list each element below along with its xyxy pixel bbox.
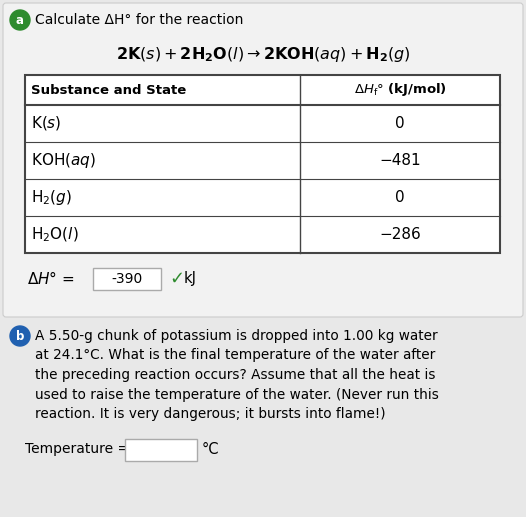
Text: $\mathrm{K}(\mathit{s})$: $\mathrm{K}(\mathit{s})$: [31, 114, 62, 132]
Text: A 5.50-g chunk of potassium is dropped into 1.00 kg water: A 5.50-g chunk of potassium is dropped i…: [35, 329, 438, 343]
Text: °C: °C: [202, 442, 219, 457]
Bar: [125, 438, 197, 461]
Text: 0: 0: [395, 190, 405, 205]
Text: $\mathrm{H_2O}(\mathit{l})$: $\mathrm{H_2O}(\mathit{l})$: [31, 225, 78, 244]
Text: Temperature =: Temperature =: [25, 443, 129, 457]
Circle shape: [10, 326, 30, 346]
FancyBboxPatch shape: [3, 3, 523, 317]
Text: −286: −286: [379, 227, 421, 242]
Text: $\mathrm{KOH}(\mathit{aq})$: $\mathrm{KOH}(\mathit{aq})$: [31, 151, 96, 170]
Text: ✓: ✓: [169, 270, 184, 288]
Text: b: b: [16, 329, 24, 342]
Bar: [93, 268, 161, 290]
Text: $\mathbf{2K}(\mathit{s})+\mathbf{2H_2O}(\mathit{l})\rightarrow\mathbf{2KOH}(\mat: $\mathbf{2K}(\mathit{s})+\mathbf{2H_2O}(…: [116, 45, 410, 65]
Text: -390: -390: [112, 272, 143, 286]
Text: $\Delta H_\mathrm{f}°\ \mathregular{(kJ/mol)}$: $\Delta H_\mathrm{f}°\ \mathregular{(kJ/…: [353, 82, 447, 99]
Text: −481: −481: [379, 153, 421, 168]
Text: 0: 0: [395, 116, 405, 131]
Text: used to raise the temperature of the water. (Never run this: used to raise the temperature of the wat…: [35, 388, 439, 402]
Bar: [25, 75, 500, 253]
Text: Substance and State: Substance and State: [31, 84, 186, 97]
Bar: [25, 75, 500, 253]
Text: $\Delta H°\,=$: $\Delta H°\,=$: [27, 270, 75, 287]
Text: at 24.1°C. What is the final temperature of the water after: at 24.1°C. What is the final temperature…: [35, 348, 435, 362]
Text: reaction. It is very dangerous; it bursts into flame!): reaction. It is very dangerous; it burst…: [35, 407, 386, 421]
Text: Calculate ΔH° for the reaction: Calculate ΔH° for the reaction: [35, 13, 244, 27]
Text: kJ: kJ: [184, 271, 197, 286]
Circle shape: [10, 10, 30, 30]
Text: a: a: [16, 13, 24, 26]
Text: the preceding reaction occurs? Assume that all the heat is: the preceding reaction occurs? Assume th…: [35, 368, 436, 382]
Text: $\mathrm{H_2}(\mathit{g})$: $\mathrm{H_2}(\mathit{g})$: [31, 188, 72, 207]
